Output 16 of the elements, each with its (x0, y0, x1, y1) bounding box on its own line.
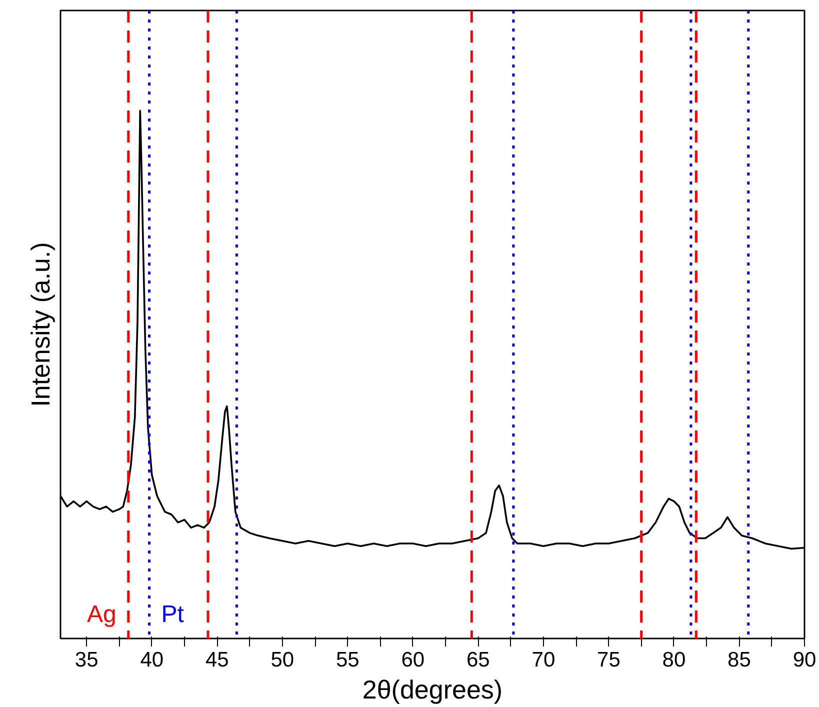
y-axis-title: Intensity (a.u.) (26, 242, 56, 407)
ref-line-label: Pt (161, 600, 184, 628)
x-tick-label: 45 (205, 648, 229, 672)
x-axis-title: 2θ(degrees) (362, 674, 503, 704)
x-tick-label: 75 (597, 648, 620, 672)
x-tick-label: 50 (270, 648, 294, 672)
x-tick-label: 65 (466, 648, 490, 672)
x-tick-label: 85 (728, 648, 751, 672)
x-tick-label: 90 (792, 648, 816, 672)
x-tick-label: 40 (140, 648, 164, 672)
ref-line-label: Ag (87, 600, 116, 628)
x-tick-label: 60 (401, 648, 425, 672)
x-tick-label: 55 (336, 648, 360, 672)
x-tick-label: 70 (532, 648, 556, 672)
x-tick-label: 35 (74, 648, 98, 672)
x-tick-label: 80 (662, 648, 686, 672)
